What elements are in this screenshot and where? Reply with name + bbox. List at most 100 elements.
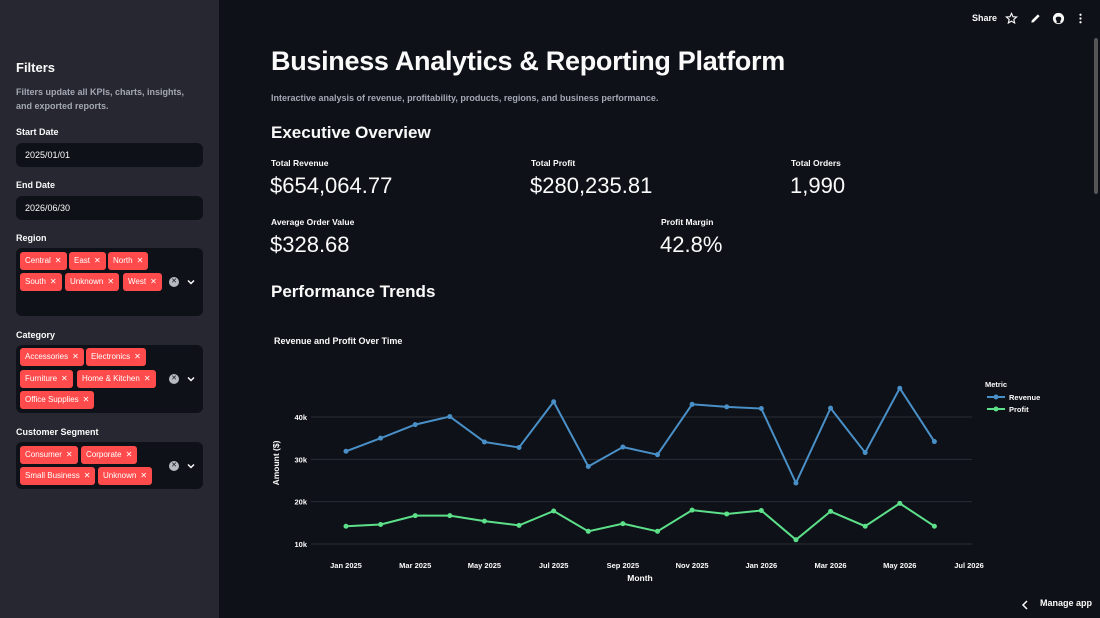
clear-icon[interactable]: ✕ [169, 374, 179, 384]
tag-label: Small Business [25, 471, 80, 480]
category-tag[interactable]: Office Supplies ✕ [20, 391, 95, 409]
data-point-revenue [412, 422, 418, 428]
x-tick-label: Jan 2026 [745, 561, 777, 570]
region-label: Region [16, 233, 47, 243]
segment-label: Customer Segment [16, 427, 99, 437]
revenue-profit-chart[interactable]: 10k 20k 30k 40k Jan 2025 Mar 2025 May 2025 Jul … [230, 355, 1050, 595]
kpi-value: 1,990 [790, 173, 846, 198]
data-point-revenue [343, 448, 349, 454]
remove-tag-icon[interactable]: ✕ [125, 450, 133, 459]
category-tag[interactable]: Accessories ✕ [20, 348, 84, 366]
start-date-input[interactable]: 2025/01/01 [16, 143, 203, 167]
remove-tag-icon[interactable]: ✕ [49, 277, 57, 286]
remove-tag-icon[interactable]: ✕ [150, 277, 157, 286]
region-tag[interactable]: North ✕ [108, 252, 149, 270]
end-date-input[interactable]: 2026/06/30 [16, 196, 203, 220]
segment-tag[interactable]: Consumer ✕ [20, 446, 78, 464]
category-tag[interactable]: Furniture ✕ [20, 370, 73, 388]
overview-heading: Executive Overview [271, 123, 431, 142]
remove-tag-icon[interactable]: ✕ [61, 374, 68, 383]
edit-icon[interactable] [1029, 12, 1042, 25]
data-point-profit [655, 528, 660, 534]
segment-tag[interactable]: Unknown ✕ [98, 467, 153, 485]
chevron-down-icon[interactable] [186, 277, 196, 287]
region-tag[interactable]: South ✕ [20, 273, 62, 291]
y-tick-label: 30k [294, 455, 307, 464]
remove-tag-icon[interactable]: ✕ [65, 450, 73, 459]
legend-marker [993, 394, 999, 400]
data-point-revenue [931, 439, 937, 445]
clear-icon[interactable]: ✕ [169, 461, 179, 471]
data-point-revenue [655, 452, 660, 458]
tag-label: South [25, 277, 46, 286]
segment-tag[interactable]: Corporate ✕ [81, 446, 138, 464]
clear-icon[interactable]: ✕ [169, 277, 179, 287]
scrollbar[interactable] [1094, 38, 1098, 194]
data-point-profit [481, 518, 487, 524]
segment-tag[interactable]: Small Business ✕ [20, 467, 96, 485]
tag-label: North [113, 256, 133, 265]
remove-tag-icon[interactable]: ✕ [83, 471, 91, 480]
data-point-profit [447, 513, 453, 519]
x-tick-label: May 2026 [883, 561, 916, 570]
data-point-profit [862, 523, 868, 529]
data-point-profit [689, 507, 695, 513]
region-tag[interactable]: West ✕ [123, 273, 162, 291]
data-point-profit [931, 523, 937, 529]
remove-tag-icon[interactable]: ✕ [136, 256, 144, 265]
region-tag[interactable]: Central ✕ [20, 252, 67, 270]
data-point-revenue [897, 385, 903, 391]
kpi-value: $654,064.77 [270, 173, 393, 198]
chevron-down-icon[interactable] [186, 461, 196, 471]
series-line-profit [345, 502, 935, 542]
segment-multiselect[interactable]: Consumer ✕ Corporate ✕ Small Business ✕ Unk… [16, 442, 203, 489]
data-point-revenue [758, 406, 764, 412]
star-icon[interactable] [1005, 12, 1018, 25]
tag-label: Home & Kitchen [82, 374, 140, 383]
region-tag[interactable]: East ✕ [69, 252, 106, 270]
category-tag[interactable]: Electronics ✕ [86, 348, 146, 366]
chevron-left-icon[interactable] [1021, 600, 1029, 610]
data-point-revenue [447, 414, 453, 420]
data-point-profit [343, 523, 349, 529]
sidebar-description: Filters update all KPIs, charts, insight… [16, 87, 185, 111]
manage-app-button[interactable]: Manage app [1040, 598, 1093, 608]
category-multiselect[interactable]: Accessories ✕ Electronics ✕ Furniture ✕ Hom… [16, 345, 203, 413]
data-point-revenue [793, 480, 799, 486]
category-label: Category [16, 330, 56, 340]
remove-tag-icon[interactable]: ✕ [140, 471, 148, 480]
tag-label: Furniture [25, 374, 58, 383]
legend-title: Metric [985, 380, 1007, 389]
data-point-profit [828, 508, 834, 514]
more-menu-icon[interactable] [1074, 12, 1087, 25]
x-tick-label: Nov 2025 [676, 561, 709, 570]
region-multiselect[interactable]: Central ✕ East ✕ North ✕ South ✕ Unknown ✕ We… [16, 248, 203, 316]
remove-tag-icon[interactable]: ✕ [54, 256, 62, 265]
category-tag[interactable]: Home & Kitchen ✕ [77, 370, 156, 388]
data-point-profit [758, 508, 764, 514]
data-point-revenue [862, 450, 868, 456]
trends-heading: Performance Trends [271, 282, 436, 301]
legend-marker [993, 406, 999, 412]
share-button[interactable]: Share [972, 13, 998, 23]
tag-label: Consumer [25, 450, 62, 459]
github-icon[interactable] [1052, 12, 1065, 25]
remove-tag-icon[interactable]: ✕ [94, 256, 101, 265]
kpi-label: Profit Margin [661, 217, 714, 227]
data-point-revenue [516, 444, 522, 450]
start-date-label: Start Date [16, 127, 59, 137]
tag-label: West [128, 277, 147, 286]
x-tick-label: May 2025 [468, 561, 501, 570]
kpi-label: Total Orders [791, 158, 841, 168]
end-date-label: End Date [16, 180, 56, 190]
remove-tag-icon[interactable]: ✕ [134, 352, 141, 361]
remove-tag-icon[interactable]: ✕ [143, 374, 151, 383]
kpi-value: $328.68 [270, 232, 350, 257]
data-point-profit [724, 511, 730, 517]
region-tag[interactable]: Unknown ✕ [65, 273, 120, 291]
remove-tag-icon[interactable]: ✕ [82, 395, 90, 404]
remove-tag-icon[interactable]: ✕ [107, 277, 115, 286]
remove-tag-icon[interactable]: ✕ [72, 352, 79, 361]
chevron-down-icon[interactable] [186, 374, 196, 384]
kpi-value: 42.8% [660, 232, 723, 257]
